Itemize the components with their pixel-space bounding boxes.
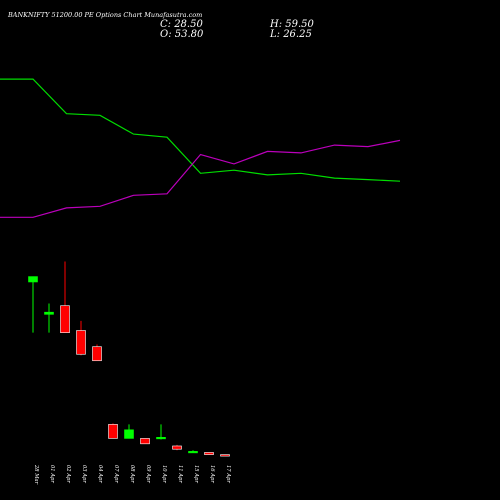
candle-09-apr (140, 438, 150, 445)
low-value: L: 26.25 (270, 29, 312, 40)
x-tick-label: 28 Mar (33, 464, 39, 485)
close-value: C: 28.50 (160, 19, 203, 30)
candle-body (28, 276, 38, 283)
x-tick-label: 16 Apr (209, 465, 215, 483)
x-tick-label: 07 Apr (113, 465, 119, 483)
candle-body (140, 438, 150, 445)
candle-16-apr (204, 452, 214, 455)
candle-body (156, 437, 166, 440)
indicator-line-2 (0, 139, 401, 218)
candle-07-apr (108, 423, 118, 439)
candle-body (188, 451, 198, 454)
x-tick-label: 02 Apr (65, 465, 71, 483)
candle-15-apr (188, 450, 198, 454)
indicator-line-1 (0, 78, 401, 182)
x-tick-label: 03 Apr (81, 465, 87, 483)
candle-body (76, 330, 86, 355)
candle-body (92, 346, 102, 362)
candle-01-apr (44, 303, 54, 333)
open-value: O: 53.80 (160, 29, 204, 40)
candle-body (124, 429, 134, 439)
candle-body (108, 424, 118, 439)
candle-03-apr (76, 320, 86, 356)
x-tick-label: 11 Apr (177, 465, 183, 483)
candle-04-apr (92, 344, 102, 362)
candlestick-series (28, 261, 230, 457)
candle-body (60, 305, 70, 333)
candle-02-apr (60, 261, 70, 333)
candle-11-apr (172, 444, 182, 451)
x-axis-labels: 28 Mar 01 Apr 02 Apr 03 Apr 04 Apr 07 Apr 08 A… (33, 464, 231, 485)
candle-body (172, 445, 182, 450)
chart-title: BANKNIFTY 51200.00 PE Options Chart Muna… (8, 11, 203, 19)
candle-body (204, 452, 214, 455)
candle-10-apr (156, 424, 166, 440)
x-tick-label: 04 Apr (97, 465, 103, 483)
x-tick-label: 17 Apr (225, 465, 231, 483)
candle-body (44, 311, 54, 315)
x-tick-label: 08 Apr (129, 465, 135, 483)
indicator-lines (0, 78, 401, 218)
candle-17-apr (220, 454, 230, 457)
x-tick-label: 10 Apr (161, 465, 167, 483)
candle-body (220, 454, 230, 457)
candle-08-apr (124, 424, 134, 439)
x-tick-label: 15 Apr (193, 465, 199, 483)
x-tick-label: 09 Apr (145, 465, 151, 483)
high-value: H: 59.50 (270, 19, 314, 30)
x-tick-label: 01 Apr (49, 465, 55, 483)
candle-28-mar (28, 276, 38, 333)
